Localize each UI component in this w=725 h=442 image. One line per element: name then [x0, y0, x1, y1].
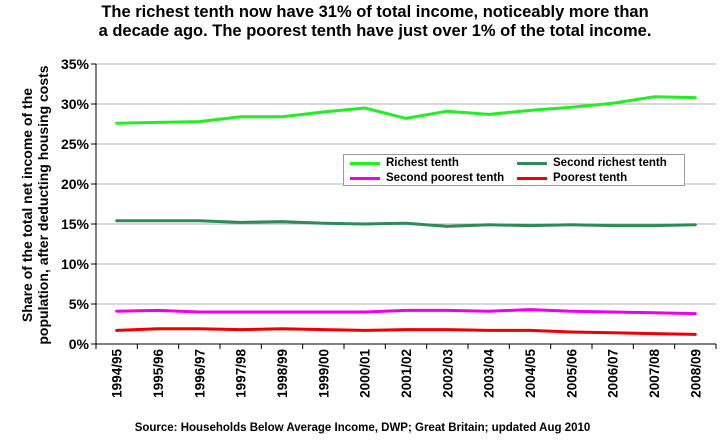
legend-swatch-richest-tenth — [350, 161, 380, 165]
x-tick-label: 2006/07 — [606, 349, 621, 398]
x-tick-label: 2001/02 — [399, 349, 414, 398]
y-tick-label: 25% — [61, 136, 90, 152]
axes — [91, 63, 717, 349]
x-tick-label: 2008/09 — [688, 349, 703, 398]
y-tick-labels: 0% 5% 10% 15% 20% 25% 30% 35% — [61, 56, 90, 352]
x-tick-label: 2003/04 — [482, 349, 497, 398]
y-tick-label: 0% — [69, 336, 90, 352]
x-tick-label: 1995/96 — [151, 349, 166, 398]
x-tick-label: 1996/97 — [192, 349, 207, 398]
legend-label-second-poorest-tenth: Second poorest tenth — [386, 172, 505, 184]
legend-swatch-second-poorest-tenth — [350, 176, 380, 180]
series-line-second-richest-tenth — [115, 219, 697, 228]
legend-entry-poorest-tenth: Poorest tenth — [517, 171, 627, 185]
x-tick-label: 1999/00 — [316, 349, 331, 398]
y-tick-label: 15% — [61, 216, 90, 232]
legend-entry-second-richest-tenth: Second richest tenth — [517, 156, 667, 170]
legend-swatch-second-richest-tenth — [517, 161, 547, 165]
series-line-second-poorest-tenth — [115, 308, 697, 316]
legend: Richest tenth Second richest tenth Secon… — [343, 154, 685, 186]
legend-swatch-poorest-tenth — [517, 176, 547, 180]
y-tick-label: 35% — [61, 56, 90, 72]
x-tick-label: 1994/95 — [110, 349, 125, 398]
x-tick-label: 2004/05 — [523, 349, 538, 398]
y-tick-label: 30% — [61, 96, 90, 112]
legend-entry-second-poorest-tenth: Second poorest tenth — [350, 171, 504, 185]
x-tick-label: 2002/03 — [440, 349, 455, 398]
source-note: Source: Households Below Average Income,… — [134, 422, 591, 434]
x-tick-labels: 1994/95 1995/96 1996/97 1997/98 1998/99 1999/… — [110, 349, 704, 398]
x-tick-label: 2007/08 — [647, 349, 662, 398]
y-tick-label: 10% — [61, 256, 90, 272]
gridlines — [96, 63, 716, 305]
legend-label-second-richest-tenth: Second richest tenth — [553, 157, 667, 169]
series-line-richest-tenth — [115, 95, 697, 125]
x-tick-label: 1998/99 — [275, 349, 290, 398]
chart-title: The richest tenth now have 31% of total … — [98, 3, 652, 40]
x-tick-label: 2000/01 — [358, 349, 373, 398]
x-tick-label: 2005/06 — [564, 349, 579, 398]
y-tick-label: 20% — [61, 176, 90, 192]
x-tick-label: 1997/98 — [234, 349, 249, 398]
legend-label-poorest-tenth: Poorest tenth — [553, 172, 628, 184]
y-tick-label: 5% — [69, 296, 90, 312]
legend-label-richest-tenth: Richest tenth — [386, 157, 459, 169]
series-lines — [115, 95, 697, 336]
legend-entry-richest-tenth: Richest tenth — [350, 156, 459, 170]
series-line-poorest-tenth — [115, 327, 697, 336]
